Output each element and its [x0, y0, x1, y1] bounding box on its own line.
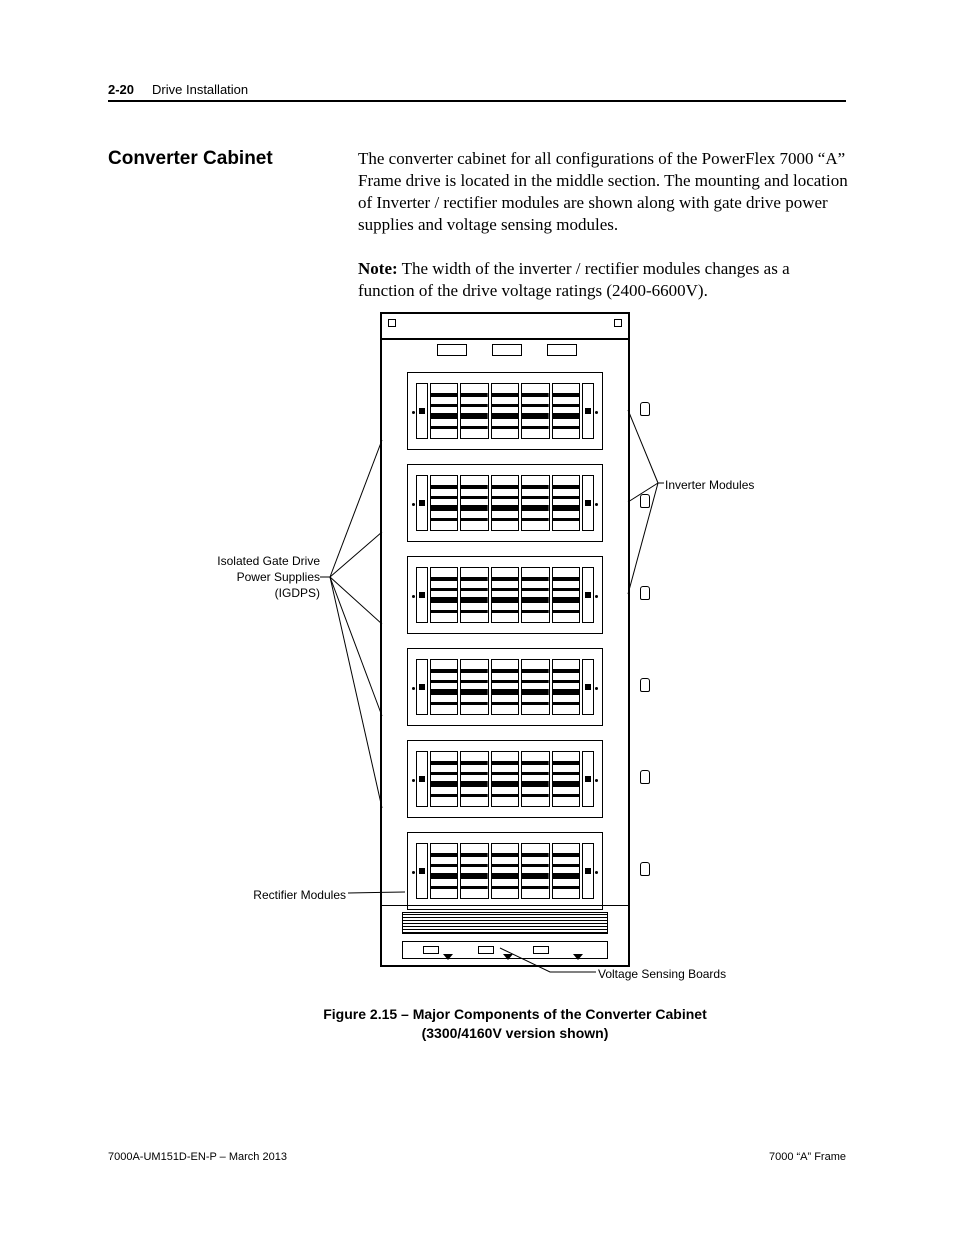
latch-icon [640, 678, 650, 692]
latch-icon [640, 770, 650, 784]
section-heading: Converter Cabinet [108, 148, 273, 170]
figure-caption-line2: (3300/4160V version shown) [300, 1024, 730, 1043]
footer-left: 7000A-UM151D-EN-P – March 2013 [108, 1151, 287, 1163]
power-module [407, 648, 603, 726]
power-module [407, 740, 603, 818]
page-footer: 7000A-UM151D-EN-P – March 2013 7000 “A” … [108, 1151, 846, 1163]
callout-voltage-sense: Voltage Sensing Boards [598, 966, 778, 982]
power-module [407, 556, 603, 634]
latch-icon [640, 862, 650, 876]
figure-caption: Figure 2.15 – Major Components of the Co… [300, 1005, 730, 1043]
figure-caption-line1: Figure 2.15 – Major Components of the Co… [300, 1005, 730, 1024]
voltage-sense-bus [402, 941, 608, 959]
cabinet-diagram [380, 312, 630, 967]
power-module [407, 464, 603, 542]
mount-bracket [492, 344, 522, 356]
page-number: 2-20 [108, 82, 134, 97]
cabinet-top-rail [382, 314, 628, 340]
note-label: Note: [358, 259, 398, 278]
page-header: 2-20 Drive Installation [108, 82, 846, 97]
cabinet-bottom [382, 905, 628, 965]
body-paragraph: The converter cabinet for all configurat… [358, 148, 848, 236]
vent-panel [402, 912, 608, 934]
callout-rectifier: Rectifier Modules [238, 887, 346, 903]
callout-igdps: Isolated Gate Drive Power Supplies (IGDP… [198, 553, 320, 602]
latch-icon [640, 586, 650, 600]
footer-right: 7000 “A” Frame [769, 1151, 846, 1163]
power-module [407, 372, 603, 450]
latch-icon [640, 494, 650, 508]
header-rule [108, 100, 846, 102]
power-module [407, 832, 603, 910]
latch-icon [640, 402, 650, 416]
mount-bracket [437, 344, 467, 356]
bus-tab [478, 946, 494, 954]
bus-tab [533, 946, 549, 954]
callout-inverter: Inverter Modules [665, 477, 785, 493]
bus-tab [423, 946, 439, 954]
mount-bracket [547, 344, 577, 356]
note-paragraph: Note: The width of the inverter / rectif… [358, 258, 848, 302]
note-body: The width of the inverter / rectifier mo… [358, 259, 790, 300]
chapter-title: Drive Installation [152, 82, 248, 97]
